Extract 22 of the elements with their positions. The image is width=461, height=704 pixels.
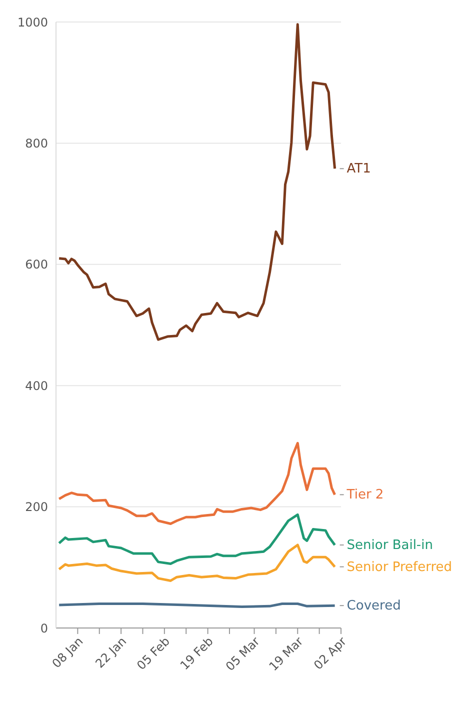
series-label: AT1 — [346, 162, 371, 177]
x-tick-label: 05 Mar — [222, 634, 262, 674]
series-label: Tier 2 — [346, 488, 384, 503]
y-tick-label: 200 — [25, 500, 48, 514]
series-label: Senior Preferred — [346, 560, 452, 575]
line-series — [58, 23, 336, 341]
y-tick-label: 600 — [25, 258, 48, 272]
x-tick-label: 19 Mar — [266, 634, 306, 674]
x-tick-label: 02 Apr — [311, 634, 350, 672]
line-series — [58, 544, 336, 582]
line-series — [58, 513, 336, 566]
y-tick-label: 800 — [25, 136, 48, 150]
line-series — [58, 442, 336, 526]
y-tick-label: 400 — [25, 378, 48, 393]
x-tick-label: 19 Feb — [178, 634, 216, 673]
x-tick-label: 08 Jan — [49, 634, 86, 671]
y-tick-label: 1000 — [17, 15, 48, 30]
series-label: Senior Bail-in — [346, 538, 433, 553]
x-tick-label: 22 Jan — [92, 634, 130, 671]
y-tick-label: 0 — [40, 621, 48, 636]
series-label: Covered — [346, 598, 401, 614]
x-tick-label: 05 Feb — [134, 634, 173, 673]
